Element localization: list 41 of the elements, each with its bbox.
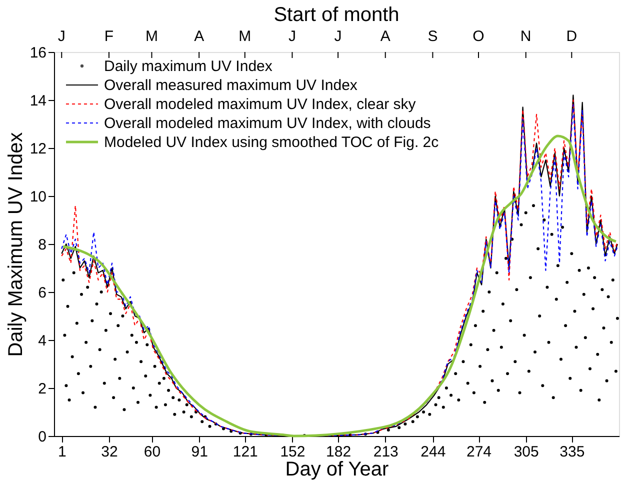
x-tick-label: 32	[101, 444, 118, 460]
legend-label: Modeled UV Index using smoothed TOC of Fig. 2c	[104, 134, 440, 151]
x-tick-label: 274	[466, 444, 492, 460]
x2-axis-title: Start of month	[274, 4, 400, 26]
y-tick-label: 2	[38, 380, 46, 398]
y-tick-label: 8	[38, 236, 46, 254]
text: J	[58, 28, 66, 45]
x-tick-label: 244	[420, 444, 446, 460]
text: J	[334, 28, 342, 45]
text: N	[520, 28, 532, 45]
y-tick-label: 14	[30, 92, 46, 110]
text: O	[472, 28, 484, 45]
text: A	[194, 28, 204, 45]
legend-label: Overall modeled maximum UV Index, with clouds	[104, 115, 431, 132]
y-tick-label: 16	[30, 44, 46, 62]
x-tick-label: 152	[280, 444, 306, 460]
text: S	[428, 28, 438, 45]
text: D	[566, 28, 578, 45]
x-tick-label: 121	[232, 444, 258, 460]
x-tick-label: 60	[144, 444, 161, 460]
y-tick-label: 12	[30, 140, 46, 158]
legend-label: Overall measured maximum UV Index	[104, 77, 358, 94]
text: A	[380, 28, 390, 45]
y-tick-label: 6	[38, 284, 46, 302]
y-tick-label: 4	[38, 332, 46, 350]
x-tick-label: 213	[373, 444, 398, 460]
legend-label: Daily maximum UV Index	[104, 58, 273, 75]
text: F	[104, 28, 114, 45]
x-tick-label: 91	[191, 444, 208, 460]
x-tick-label: 182	[326, 444, 352, 460]
text: M	[238, 28, 252, 45]
y-tick-label: 10	[30, 188, 46, 206]
x-tick-label: 335	[560, 444, 585, 460]
text: M	[145, 28, 158, 45]
y-tick-label: 0	[38, 428, 46, 446]
text: J	[288, 28, 296, 45]
x-tick-label: 1	[58, 444, 66, 460]
legend-label: Overall modeled maximum UV Index, clear sky	[104, 96, 416, 113]
x-tick-label: 305	[514, 444, 539, 460]
y-axis-title: Daily Maximum UV Index	[4, 132, 27, 357]
x-axis-title: Day of Year	[285, 458, 390, 480]
